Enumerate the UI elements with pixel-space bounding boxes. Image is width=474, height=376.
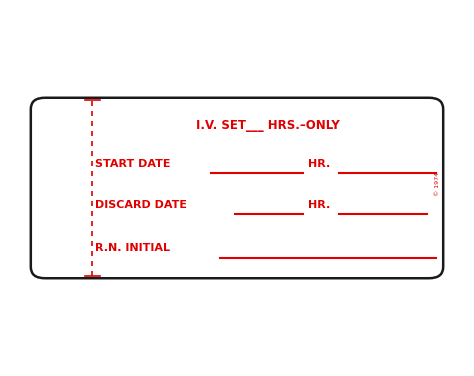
Text: HR.: HR. (308, 200, 330, 210)
Text: I.V. SET___ HRS.–ONLY: I.V. SET___ HRS.–ONLY (196, 120, 340, 132)
Text: DISCARD DATE: DISCARD DATE (95, 200, 187, 210)
Text: START DATE: START DATE (95, 159, 170, 168)
FancyBboxPatch shape (31, 98, 443, 278)
Text: R.N. INITIAL: R.N. INITIAL (95, 243, 170, 253)
Text: © 1974: © 1974 (435, 172, 440, 196)
Text: HR.: HR. (308, 159, 330, 168)
